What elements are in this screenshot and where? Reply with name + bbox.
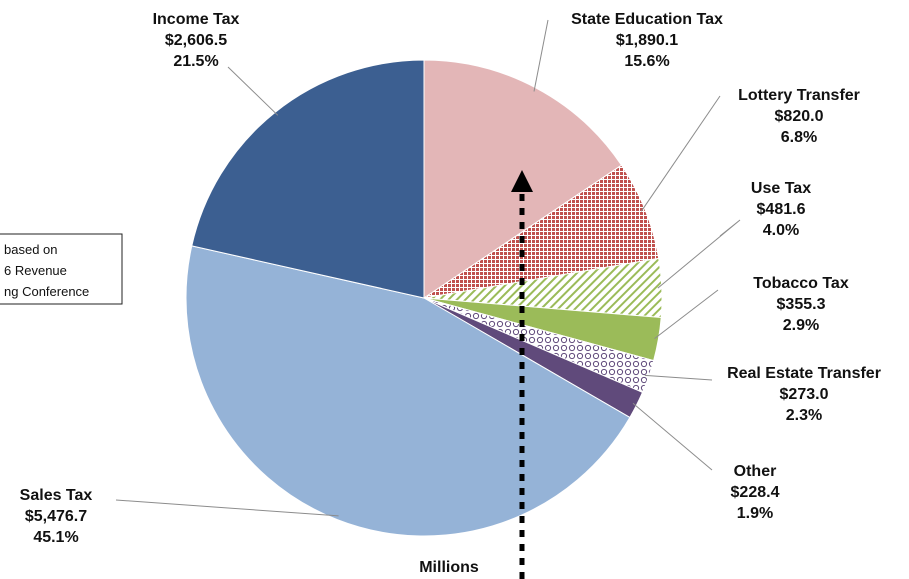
leader-use-tax: [657, 219, 741, 289]
leader-sales-tax: [115, 499, 339, 517]
slice-sales-tax: [185, 245, 631, 537]
label-pct-state-education-tax: 15.6%: [624, 53, 669, 70]
label-pct-sales-tax: 45.1%: [33, 529, 78, 546]
note-box: based on 6 Revenue ng Conference: [0, 233, 123, 305]
label-value-real-estate-transfer: $273.0: [780, 386, 829, 403]
label-value-lottery-transfer: $820.0: [775, 108, 824, 125]
label-pct-lottery-transfer: 6.8%: [781, 129, 817, 146]
label-value-tobacco-tax: $355.3: [777, 296, 826, 313]
label-name-state-education-tax: State Education Tax: [571, 11, 723, 28]
label-value-other: $228.4: [731, 484, 780, 501]
unit-label: Millions: [419, 559, 479, 576]
label-name-income-tax: Income Tax: [153, 11, 240, 28]
label-name-real-estate-transfer: Real Estate Transfer: [727, 365, 881, 382]
note-box-frame: [0, 233, 123, 305]
leader-income-tax: [227, 66, 279, 116]
label-name-sales-tax: Sales Tax: [20, 487, 93, 504]
label-name-lottery-transfer: Lottery Transfer: [738, 87, 860, 104]
arrow: [511, 170, 533, 579]
label-value-income-tax: $2,606.5: [165, 32, 227, 49]
note-line-1: based on: [4, 242, 58, 257]
leader-other: [632, 402, 713, 471]
label-value-state-education-tax: $1,890.1: [616, 32, 678, 49]
label-name-tobacco-tax: Tobacco Tax: [753, 275, 849, 292]
note-line-3: ng Conference: [4, 284, 89, 299]
label-name-use-tax: Use Tax: [751, 180, 811, 197]
leader-lines: [115, 19, 741, 517]
leader-lottery-transfer: [640, 95, 721, 212]
label-pct-income-tax: 21.5%: [173, 53, 218, 70]
label-value-sales-tax: $5,476.7: [25, 508, 87, 525]
label-pct-tobacco-tax: 2.9%: [783, 317, 819, 334]
label-value-use-tax: $481.6: [757, 201, 806, 218]
note-line-2: 6 Revenue: [4, 263, 67, 278]
label-pct-real-estate-transfer: 2.3%: [786, 407, 822, 424]
slice-labels: State Education Tax $1,890.1 15.6% Lottery …: [20, 11, 881, 546]
label-pct-use-tax: 4.0%: [763, 222, 799, 239]
leader-tobacco-tax: [654, 289, 719, 339]
arrow-head: [511, 170, 533, 192]
pie-slices: [185, 59, 663, 537]
label-pct-other: 1.9%: [737, 505, 773, 522]
leader-state-education-tax: [533, 19, 549, 92]
label-name-other: Other: [734, 463, 777, 480]
leader-real-estate-transfer: [644, 374, 713, 381]
